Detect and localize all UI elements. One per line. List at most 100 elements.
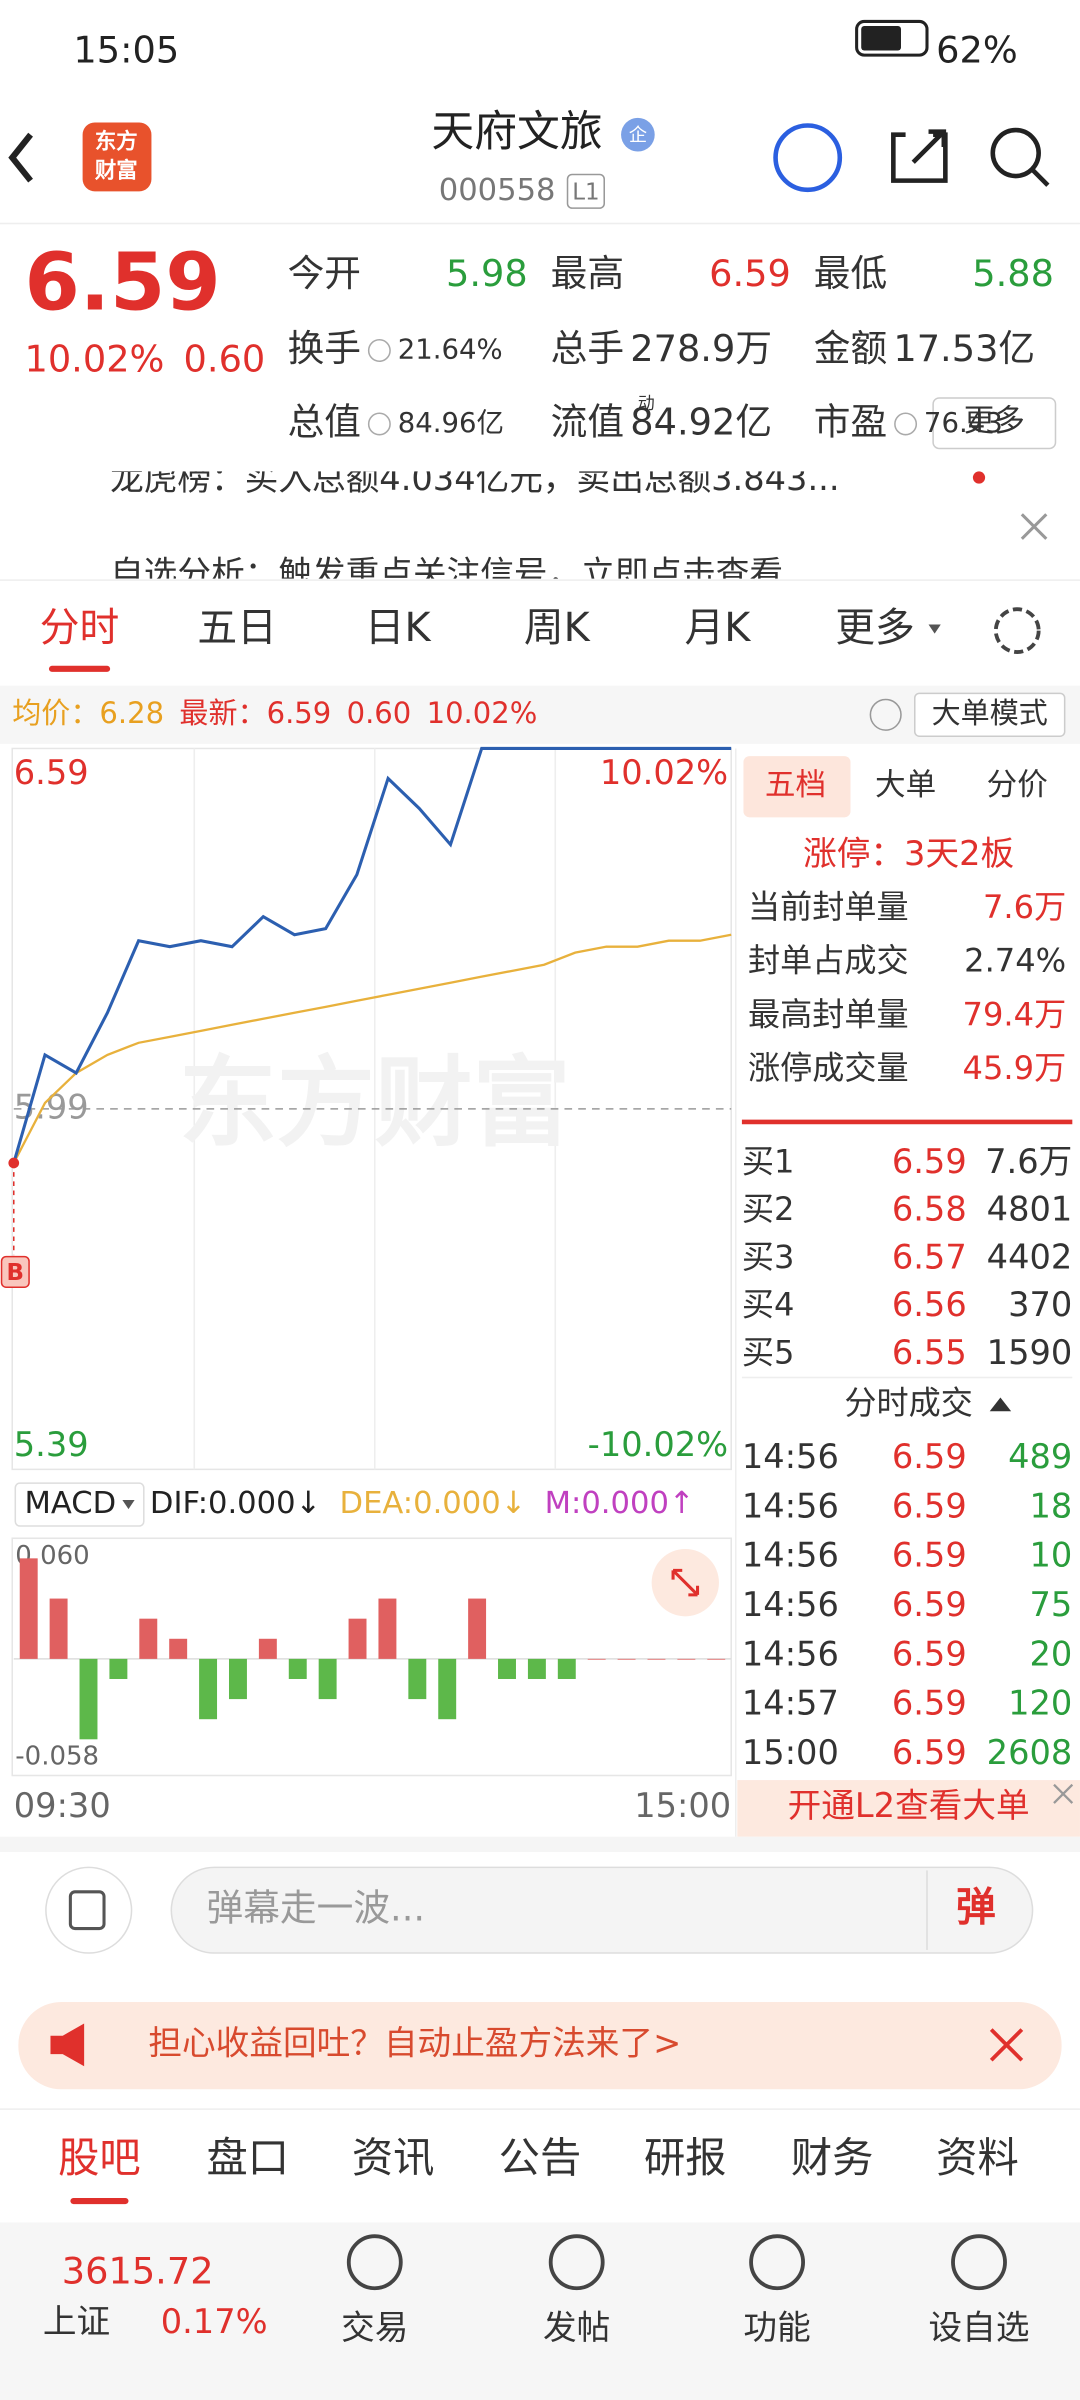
- banner-text[interactable]: 担心收益回吐？自动止盈方法来了>: [148, 2023, 681, 2062]
- settings-icon[interactable]: [993, 607, 1041, 654]
- tab-active-bg: [743, 756, 851, 818]
- label: 10.02%: [427, 696, 538, 730]
- y-tick-label: 6.59: [14, 753, 89, 792]
- section-tab[interactable]: 股吧: [58, 2134, 141, 2182]
- macd-bar: [707, 1658, 726, 1660]
- stat-label: 封单占成交: [748, 942, 909, 980]
- field-value: 278.9万: [630, 327, 772, 370]
- price-line: [12, 933, 732, 1164]
- section-tab[interactable]: 研报: [644, 2134, 727, 2182]
- info-icon: [367, 412, 391, 436]
- trade-volume: 75: [1030, 1585, 1073, 1624]
- stat-value: 7.6万: [983, 888, 1066, 926]
- field-value: 5.98: [446, 252, 528, 295]
- nav-item[interactable]: 设自选: [929, 2308, 1030, 2347]
- x-tick-label: 15:00: [634, 1786, 731, 1825]
- change: 0.60: [184, 338, 266, 381]
- field-value: 84.96亿: [398, 407, 504, 439]
- macd-bar: [557, 1658, 576, 1679]
- mode-button[interactable]: [913, 692, 1066, 737]
- trade-volume: 489: [1008, 1437, 1072, 1476]
- section-tab[interactable]: 财务: [791, 2134, 874, 2182]
- close-icon: [1053, 1783, 1074, 1804]
- buy-dot: [8, 1157, 20, 1169]
- tab[interactable]: 月K: [685, 605, 752, 651]
- panel-tab[interactable]: 五档: [765, 768, 826, 803]
- trade-price: 6.59: [892, 1486, 967, 1525]
- note-glyph: [68, 1890, 106, 1931]
- sort-icon: [989, 1397, 1012, 1412]
- field-value: 21.64%: [398, 334, 503, 366]
- share-icon[interactable]: [891, 129, 948, 183]
- section-tab[interactable]: 盘口: [207, 2134, 290, 2182]
- tab[interactable]: 分时: [40, 605, 120, 651]
- panel-tab[interactable]: 分价: [987, 768, 1048, 803]
- macd-select: [14, 1482, 145, 1527]
- battery-icon: [855, 19, 929, 57]
- close-icon[interactable]: [989, 2028, 1024, 2062]
- l2-link[interactable]: 开通L2查看大单: [788, 1786, 1030, 1825]
- ai-icon[interactable]: [773, 123, 843, 193]
- book-price: 6.55: [892, 1333, 967, 1372]
- stat-value: 45.9万: [963, 1049, 1067, 1087]
- section-tab[interactable]: 资料: [936, 2134, 1019, 2182]
- macd-bar: [348, 1618, 367, 1659]
- close-icon[interactable]: [1020, 513, 1048, 540]
- macd-bar: [587, 1658, 606, 1660]
- level: L1: [572, 179, 599, 205]
- comment-button[interactable]: 弹: [956, 1885, 996, 1931]
- price: 6.59: [24, 236, 220, 329]
- more-button[interactable]: [932, 397, 1057, 450]
- notice-bg: [0, 466, 1080, 581]
- book-price: 6.58: [892, 1190, 967, 1229]
- nav-bg: [0, 2222, 1080, 2400]
- field-label: 流值: [551, 400, 624, 443]
- notice[interactable]: 自选分析：触发重点关注信号，立即点击查看: [110, 554, 783, 593]
- nav-item[interactable]: 功能: [743, 2308, 810, 2347]
- field-value: 17.53亿: [893, 327, 1035, 370]
- tab[interactable]: 五日: [197, 605, 277, 651]
- nav-item[interactable]: 发帖: [543, 2308, 610, 2347]
- book-label: 买5: [742, 1333, 795, 1371]
- field-value: 76.43: [924, 407, 1003, 439]
- stat-label: 当前封单量: [748, 888, 909, 926]
- y2-tick-label: 10.02%: [600, 753, 728, 792]
- tab[interactable]: 日K: [365, 605, 432, 651]
- field-label: 总值: [288, 400, 361, 443]
- banner-bg[interactable]: [18, 2002, 1062, 2090]
- change-pct: 10.02%: [24, 338, 164, 381]
- tab[interactable]: 周K: [524, 605, 591, 651]
- nav-item[interactable]: 交易: [341, 2308, 408, 2347]
- logo-text: 财富: [95, 157, 138, 183]
- trade-price: 6.59: [892, 1634, 967, 1673]
- macd-bar: [109, 1658, 128, 1679]
- stock-name: 天府文旅: [431, 107, 602, 157]
- comment-placeholder[interactable]: 弹幕走一波...: [207, 1887, 426, 1930]
- y2-tick-label: -10.02%: [588, 1425, 728, 1464]
- section-tab[interactable]: 公告: [499, 2134, 582, 2182]
- label: 最新：: [179, 696, 266, 730]
- macd-bar: [677, 1658, 696, 1660]
- badge: 企: [629, 125, 647, 146]
- more[interactable]: 更多: [964, 404, 1025, 439]
- label: 6.28: [99, 696, 164, 730]
- watermark: 东方财富: [179, 1047, 571, 1161]
- level-box: [566, 173, 605, 209]
- trades-title: 分时成交: [844, 1384, 972, 1422]
- back-icon[interactable]: [8, 132, 33, 183]
- macd-name[interactable]: MACD: [24, 1486, 116, 1521]
- search-icon[interactable]: [990, 127, 1041, 179]
- limit-up: 涨停：3天2板: [803, 834, 1014, 873]
- panel-tab[interactable]: 大单: [875, 768, 936, 803]
- note-icon[interactable]: [45, 1866, 133, 1954]
- mode[interactable]: 大单模式: [932, 696, 1048, 730]
- book-volume: 7.6万: [985, 1142, 1072, 1181]
- trade-price: 6.59: [892, 1536, 967, 1575]
- tab[interactable]: 更多: [835, 605, 915, 651]
- notice[interactable]: 龙虎榜：买入总额4.034亿元，卖出总额3.843...: [110, 459, 839, 498]
- comment-input[interactable]: [170, 1866, 1034, 1954]
- trade-volume: 18: [1030, 1486, 1073, 1525]
- section-tab[interactable]: 资讯: [352, 2134, 435, 2182]
